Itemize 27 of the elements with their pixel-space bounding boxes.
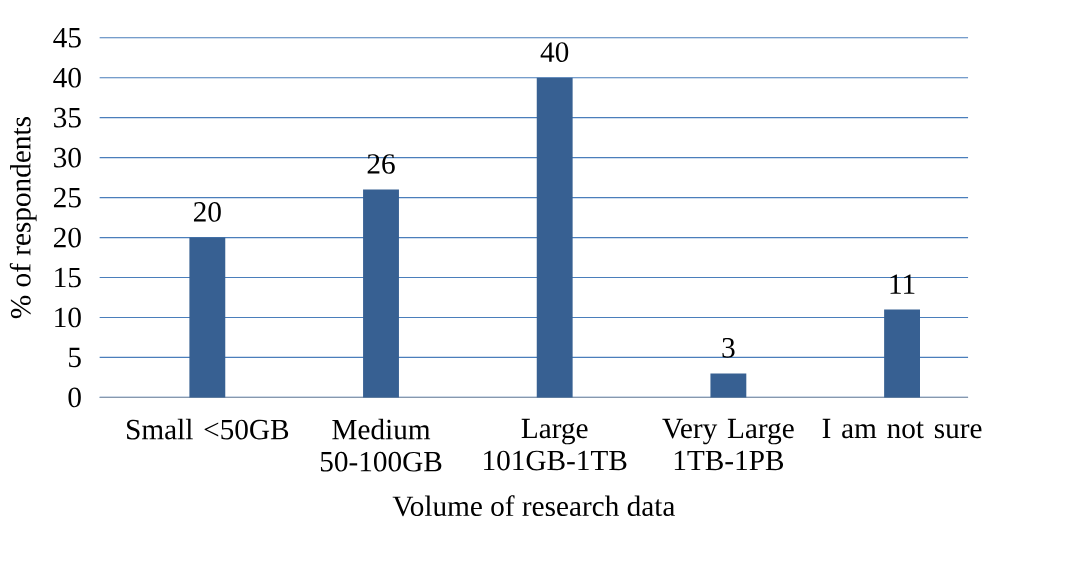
y-tick-label: 40 (53, 67, 81, 88)
bar (884, 309, 920, 398)
y-tick-label: 45 (53, 28, 81, 48)
data-label: 40 (540, 42, 569, 62)
x-tick-label: Large 101GB-1TB (484, 418, 627, 471)
y-tick-label: 30 (54, 147, 81, 168)
y-tick-label: 25 (53, 187, 81, 208)
y-tick-label: 35 (54, 107, 81, 128)
data-label: 11 (890, 274, 915, 294)
y-tick-label: 15 (55, 267, 81, 288)
y-tick-label: 5 (69, 347, 81, 368)
bar (536, 77, 573, 398)
data-label: 3 (722, 338, 735, 358)
y-tick-label: 0 (68, 387, 81, 408)
data-label: 26 (367, 154, 395, 174)
x-tick-label: Very Large 1TB-1PB (662, 418, 794, 471)
y-axis-title: % of respondents (9, 117, 37, 319)
x-tick-label: I am not sure (822, 418, 982, 439)
x-tick-label: Medium 50-100GB (320, 418, 442, 472)
y-tick-label: 10 (55, 307, 81, 328)
bar (189, 237, 226, 398)
bar (363, 189, 399, 398)
x-axis-title: Volume of research data (392, 495, 675, 517)
data-label: 20 (193, 202, 221, 222)
y-tick-label: 20 (53, 227, 81, 248)
bar (710, 373, 747, 398)
x-tick-label: Small <50GB (127, 418, 289, 440)
